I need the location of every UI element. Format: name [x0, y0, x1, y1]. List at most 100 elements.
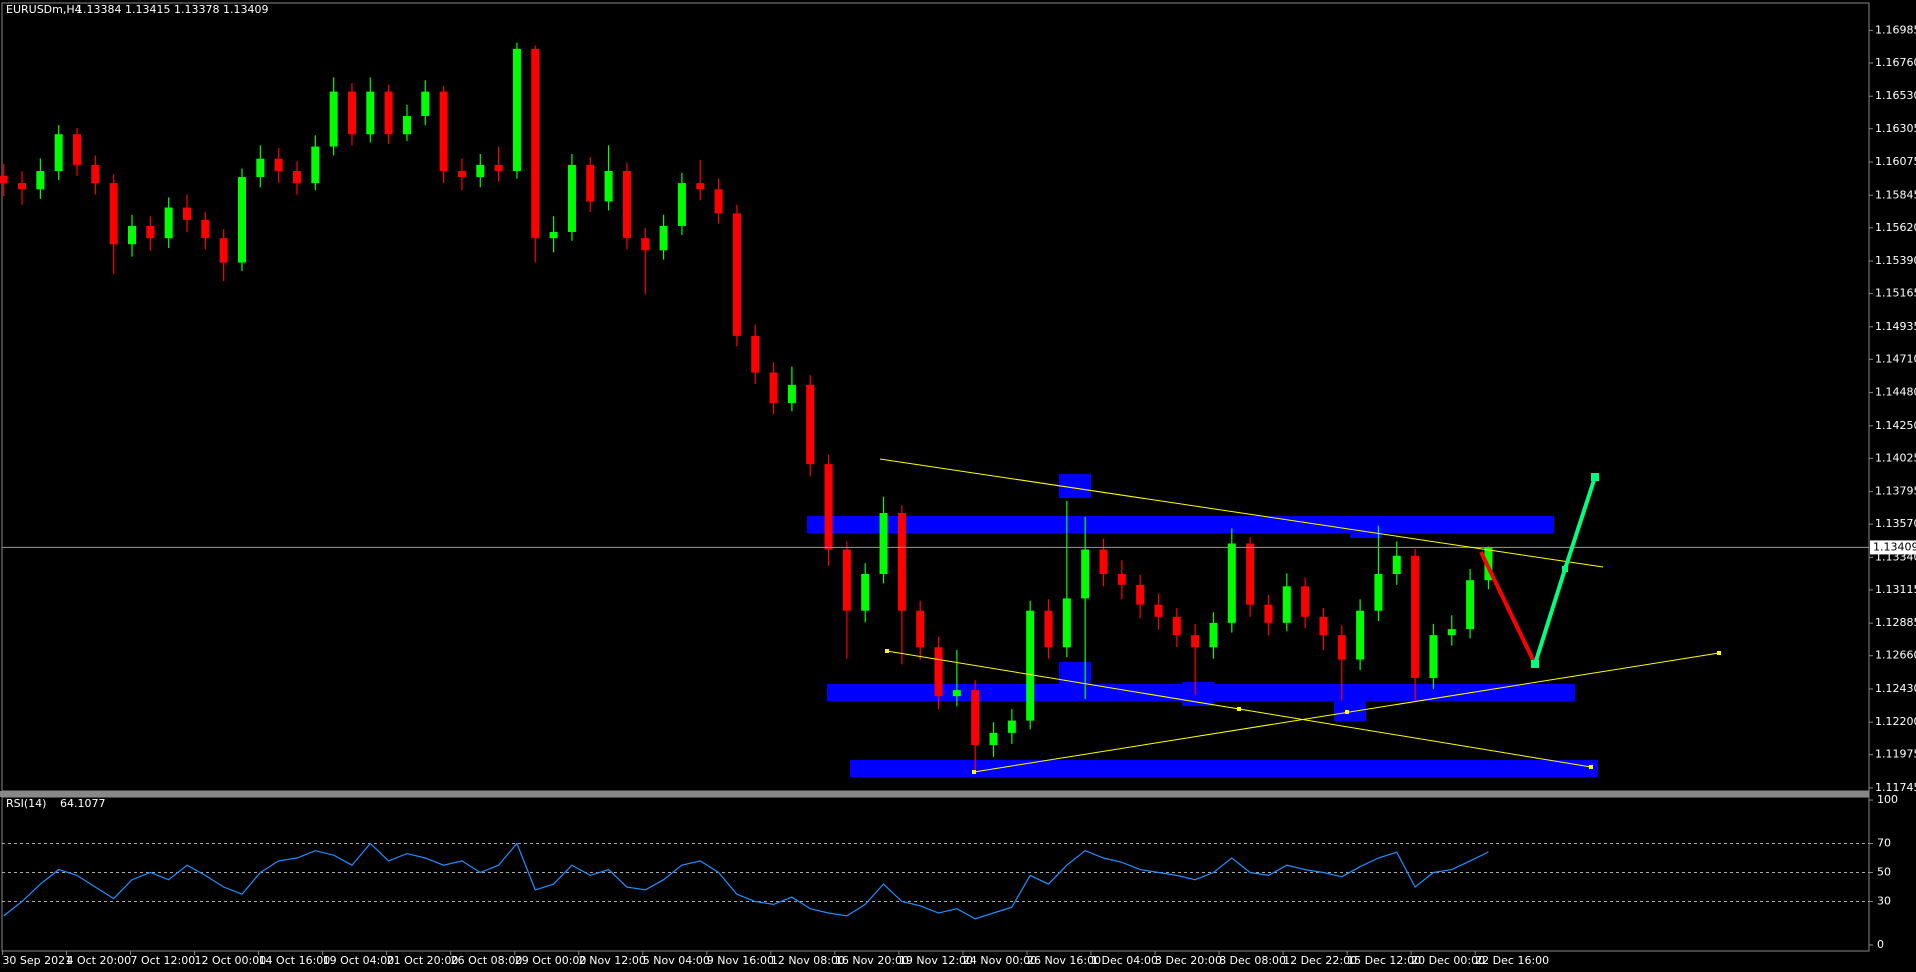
candle-body: [128, 225, 137, 245]
y-tick-label: 1.11745: [1875, 781, 1916, 794]
candle-body: [622, 170, 631, 239]
candle-body: [732, 213, 741, 336]
y-tick-label: 1.16760: [1875, 56, 1916, 69]
y-tick-label: 1.13795: [1875, 485, 1916, 498]
y-tick-label: 1.14250: [1875, 419, 1916, 432]
candle-body: [1411, 555, 1420, 678]
quote-close: 1.13409: [223, 3, 269, 16]
candle-body: [1466, 580, 1475, 630]
zone-marker: [1059, 662, 1091, 684]
y-tick-label: 1.13115: [1875, 583, 1916, 596]
candle-body: [1062, 598, 1071, 648]
y-tick-label: 70: [1877, 837, 1891, 850]
x-tick-label: 12 Oct 00:00: [195, 954, 267, 967]
y-tick-label: 1.15845: [1875, 188, 1916, 201]
candle-body: [1044, 610, 1053, 648]
x-tick-label: 2 Nov 12:00: [579, 954, 646, 967]
candle-body: [384, 91, 393, 135]
candle-body: [421, 91, 430, 117]
candle-body: [476, 164, 485, 178]
candle-body: [1227, 543, 1236, 623]
x-tick-label: 9 Nov 16:00: [707, 954, 774, 967]
candle-body: [531, 48, 540, 239]
candle-body: [311, 146, 320, 184]
panel-separator: [0, 791, 1869, 797]
y-tick-label: 1.14025: [1875, 451, 1916, 464]
y-tick-label: 1.16075: [1875, 155, 1916, 168]
candle-body: [787, 384, 796, 403]
candle-body: [1301, 586, 1310, 617]
candle-body: [824, 464, 833, 550]
candle-body: [1392, 555, 1401, 575]
trend-line: [879, 458, 1604, 568]
y-tick-label: 100: [1877, 793, 1898, 806]
candle-body: [1374, 574, 1383, 611]
candle-body: [1246, 543, 1255, 605]
candle-body: [751, 335, 760, 373]
candle-body: [934, 647, 943, 697]
x-tick-label: 7 Oct 12:00: [131, 954, 196, 967]
anchor-point: [1237, 707, 1241, 711]
y-tick-label: 1.15620: [1875, 221, 1916, 234]
y-tick-label: 1.12885: [1875, 616, 1916, 629]
projection-point: [1591, 473, 1599, 481]
candle-body: [769, 372, 778, 403]
candle-body: [274, 158, 283, 171]
candle-body: [329, 91, 338, 147]
x-tick-label: 24 Nov 00:00: [963, 954, 1037, 967]
y-tick-label: 1.12200: [1875, 715, 1916, 728]
candle-body: [879, 513, 888, 575]
candle-body: [1099, 549, 1108, 575]
candle-body: [806, 384, 815, 465]
candle-body: [146, 225, 155, 239]
candle-body: [1026, 610, 1035, 721]
candle-body: [402, 116, 411, 135]
candle-body: [1319, 616, 1328, 636]
rsi-line: [3, 842, 1489, 920]
y-tick-label: 1.14710: [1875, 352, 1916, 365]
candle-body: [36, 170, 45, 190]
candle-body: [1154, 604, 1163, 617]
y-tick-label: 30: [1877, 894, 1891, 907]
candle-body: [1172, 616, 1181, 636]
candle-body: [366, 91, 375, 135]
anchor-point: [972, 770, 976, 774]
candle-body: [897, 513, 906, 611]
candle-body: [18, 183, 27, 190]
quote-high: 1.13415: [125, 3, 171, 16]
x-tick-label: 8 Dec 08:00: [1219, 954, 1286, 967]
candle-body: [1282, 586, 1291, 623]
x-tick-label: 19 Oct 04:00: [323, 954, 395, 967]
candle-body: [512, 48, 521, 171]
x-tick-label: 12 Nov 08:00: [771, 954, 845, 967]
candle-body: [714, 189, 723, 214]
candle-body: [659, 225, 668, 251]
y-tick-label: 1.13570: [1875, 517, 1916, 530]
candle-body: [641, 238, 650, 251]
x-tick-label: 21 Oct 20:00: [387, 954, 459, 967]
candle-body: [0, 175, 8, 184]
y-tick-label: 1.16530: [1875, 89, 1916, 102]
candle-body: [549, 231, 558, 239]
x-tick-label: 14 Oct 16:00: [259, 954, 331, 967]
candle-body: [1209, 622, 1218, 648]
y-tick-label: 1.15390: [1875, 254, 1916, 267]
drawings: [807, 474, 1598, 777]
x-tick-label: 26 Oct 08:00: [451, 954, 523, 967]
candle-body: [73, 134, 82, 165]
candle-body: [861, 574, 870, 611]
candle-body: [677, 183, 686, 226]
y-tick-label: 1.14480: [1875, 386, 1916, 399]
candle-body: [1429, 635, 1438, 678]
x-tick-label: 22 Dec 16:00: [1475, 954, 1549, 967]
x-tick-label: 12 Dec 22:00: [1283, 954, 1357, 967]
rsi-title: RSI(14): [6, 797, 46, 810]
candle-body: [567, 164, 576, 232]
y-tick-label: 50: [1877, 865, 1891, 878]
candle-body: [494, 164, 503, 171]
candle-body: [256, 158, 265, 178]
candle-body: [91, 164, 100, 184]
candle-body: [292, 170, 301, 184]
candle-body: [1081, 549, 1090, 599]
candle-body: [201, 219, 210, 239]
